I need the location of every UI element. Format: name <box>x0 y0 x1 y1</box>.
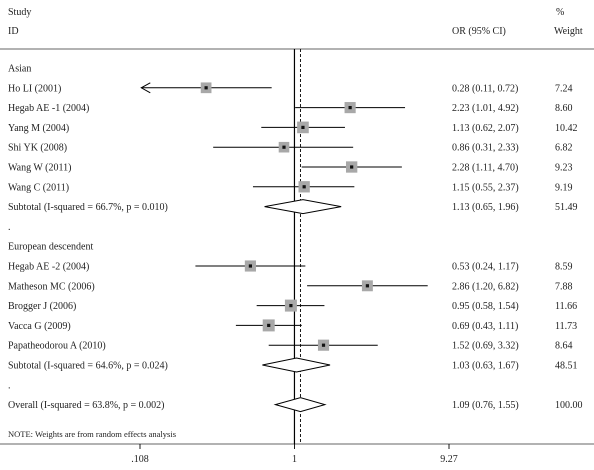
study-label: Hegab AE -1 (2004) <box>8 103 89 114</box>
header-percent-label: % <box>556 7 564 18</box>
ci-text: 2.23 (1.01, 4.92) <box>452 103 519 114</box>
weight-text: 9.19 <box>555 182 573 193</box>
weight-text: 6.82 <box>555 143 573 154</box>
point-estimate <box>301 125 305 129</box>
subtotal-diamond <box>264 199 342 215</box>
study-label: Ho LI (2001) <box>8 83 61 94</box>
point-estimate <box>248 264 252 268</box>
axis-tick-label: .108 <box>131 454 149 465</box>
ci-text: 1.03 (0.63, 1.67) <box>452 361 519 372</box>
weight-text: 11.66 <box>555 301 577 312</box>
group-label: European descendent <box>8 242 93 253</box>
axis-tick-label: 9.27 <box>440 454 458 465</box>
spacer-dot: . <box>8 380 11 391</box>
ci-text: 2.28 (1.11, 4.70) <box>452 163 518 174</box>
study-label: Matheson MC (2006) <box>8 281 95 292</box>
x-axis: .108 1 9.27 <box>131 444 458 465</box>
weight-text: 48.51 <box>555 361 578 372</box>
point-estimate <box>267 323 271 327</box>
ci-text: 0.95 (0.58, 1.54) <box>452 301 519 312</box>
weight-text: 8.59 <box>555 262 573 273</box>
header-study-label: Study <box>8 7 31 18</box>
weight-text: 8.64 <box>555 341 573 352</box>
rows-layer: Asian Ho LI (2001) 0.28 (0.11, 0.72) 7.24 He… <box>8 49 583 444</box>
ci-text: 1.15 (0.55, 2.37) <box>452 182 519 193</box>
ci-text: 1.09 (0.76, 1.55) <box>452 400 519 411</box>
weight-text: 7.88 <box>555 281 573 292</box>
study-label: Wang C (2011) <box>8 182 69 193</box>
study-label: Subtotal (I-squared = 66.7%, p = 0.010) <box>8 202 168 213</box>
ci-text: 0.69 (0.43, 1.11) <box>452 321 518 332</box>
weight-text: 7.24 <box>555 83 573 94</box>
weight-text: 8.60 <box>555 103 573 114</box>
point-estimate <box>282 145 286 149</box>
ci-text: 2.86 (1.20, 6.82) <box>452 281 519 292</box>
ci-text: 0.53 (0.24, 1.17) <box>452 262 519 273</box>
ci-text: 1.13 (0.62, 2.07) <box>452 123 519 134</box>
study-label: Vacca G (2009) <box>8 321 71 332</box>
ci-text: 0.28 (0.11, 0.72) <box>452 83 518 94</box>
footnote: NOTE: Weights are from random effects an… <box>8 429 176 439</box>
study-label: Shi YK (2008) <box>8 143 67 154</box>
weight-text: 51.49 <box>555 202 578 213</box>
point-estimate <box>204 86 208 90</box>
point-estimate <box>302 185 306 189</box>
header-weight-label: Weight <box>554 26 583 37</box>
weight-text: 10.42 <box>555 123 578 134</box>
weight-text: 100.00 <box>555 400 583 411</box>
study-label: Overall (I-squared = 63.8%, p = 0.002) <box>8 400 165 411</box>
point-estimate <box>365 284 369 288</box>
point-estimate <box>348 106 352 110</box>
point-estimate <box>289 304 293 308</box>
ci-text: 1.52 (0.69, 3.32) <box>452 341 519 352</box>
study-label: Subtotal (I-squared = 64.6%, p = 0.024) <box>8 361 168 372</box>
axis-tick-label: 1 <box>292 454 297 465</box>
group-label: Asian <box>8 64 31 75</box>
study-label: Hegab AE -2 (2004) <box>8 262 89 273</box>
study-label: Yang M (2004) <box>8 123 69 134</box>
weight-text: 11.73 <box>555 321 577 332</box>
ci-text: 1.13 (0.65, 1.96) <box>452 202 519 213</box>
header-id-label: ID <box>8 26 19 37</box>
point-estimate <box>321 343 326 347</box>
overall-diamond <box>273 397 327 413</box>
study-label: Wang W (2011) <box>8 163 71 174</box>
study-label: Papatheodorou A (2010) <box>8 341 106 352</box>
header-or-label: OR (95% CI) <box>452 26 506 37</box>
point-estimate <box>350 165 354 169</box>
spacer-dot: . <box>8 222 11 233</box>
weight-text: 9.23 <box>555 163 573 174</box>
study-label: Brogger J (2006) <box>8 301 76 312</box>
subtotal-diamond <box>262 357 331 373</box>
ci-text: 0.86 (0.31, 2.33) <box>452 143 519 154</box>
ci-arrow <box>140 82 151 94</box>
